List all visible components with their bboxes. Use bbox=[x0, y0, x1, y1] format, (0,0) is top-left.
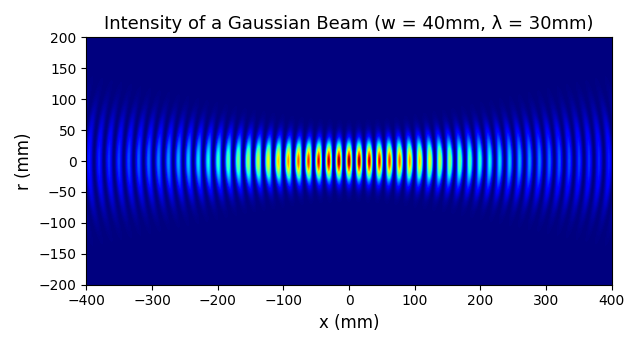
Y-axis label: r (mm): r (mm) bbox=[15, 132, 33, 190]
X-axis label: x (mm): x (mm) bbox=[319, 314, 380, 332]
Title: Intensity of a Gaussian Beam (w = 40mm, λ = 30mm): Intensity of a Gaussian Beam (w = 40mm, … bbox=[104, 15, 594, 33]
